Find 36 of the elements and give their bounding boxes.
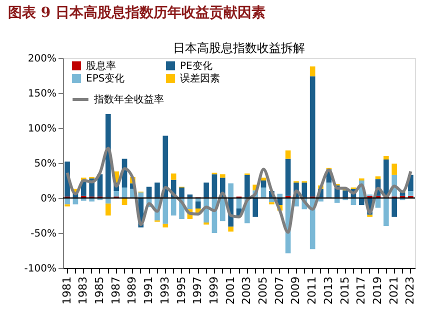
y-tick-label: 150% xyxy=(28,88,56,100)
x-tick-label: 2019 xyxy=(371,276,384,304)
x-tick-label: 1983 xyxy=(76,276,90,304)
legend-label: PE变化 xyxy=(180,60,212,72)
x-tick-label: 2003 xyxy=(240,276,254,304)
x-tick-label: 2009 xyxy=(289,276,302,304)
x-tick-label: 1993 xyxy=(158,276,172,304)
x-tick-label: 1995 xyxy=(174,276,188,304)
y-tick-label: -50% xyxy=(30,228,56,240)
x-tick-label: 1987 xyxy=(109,276,122,304)
x-tick-label: 2015 xyxy=(338,276,352,304)
x-tick-label: 2013 xyxy=(322,276,335,304)
x-tick-label: 1989 xyxy=(126,276,139,304)
y-tick-label: 0% xyxy=(40,194,56,204)
x-tick-label: 1999 xyxy=(207,276,220,304)
x-tick-label: 2017 xyxy=(354,276,368,304)
y-tick-label: 50% xyxy=(34,158,56,170)
x-tick-label: 2007 xyxy=(272,276,286,304)
x-tick-label: 1997 xyxy=(191,276,204,304)
legend-label: 股息率 xyxy=(86,60,116,72)
y-tick-label: -100% xyxy=(24,264,56,274)
legend-label: EPS变化 xyxy=(86,72,125,84)
legend-label: 指数年全收益率 xyxy=(93,94,164,106)
chart-subtitle: 日本高股息指数收益拆解 xyxy=(173,41,305,55)
x-tick-label: 2021 xyxy=(387,276,400,304)
x-tick-label: 2005 xyxy=(256,276,270,304)
y-tick-label: 100% xyxy=(28,124,56,134)
x-tick-label: 1981 xyxy=(60,276,74,304)
x-tick-label: 1991 xyxy=(142,276,156,304)
x-tick-label: 2011 xyxy=(306,276,319,304)
y-tick-label: 200% xyxy=(28,54,56,64)
x-tick-label: 2001 xyxy=(224,276,237,304)
legend-label: 误差因素 xyxy=(180,72,220,84)
x-tick-label: 2023 xyxy=(404,276,417,304)
chart-title: 图表 9 日本高股息指数历年收益贡献因素 xyxy=(8,4,266,21)
x-tick-label: 1985 xyxy=(93,276,106,304)
